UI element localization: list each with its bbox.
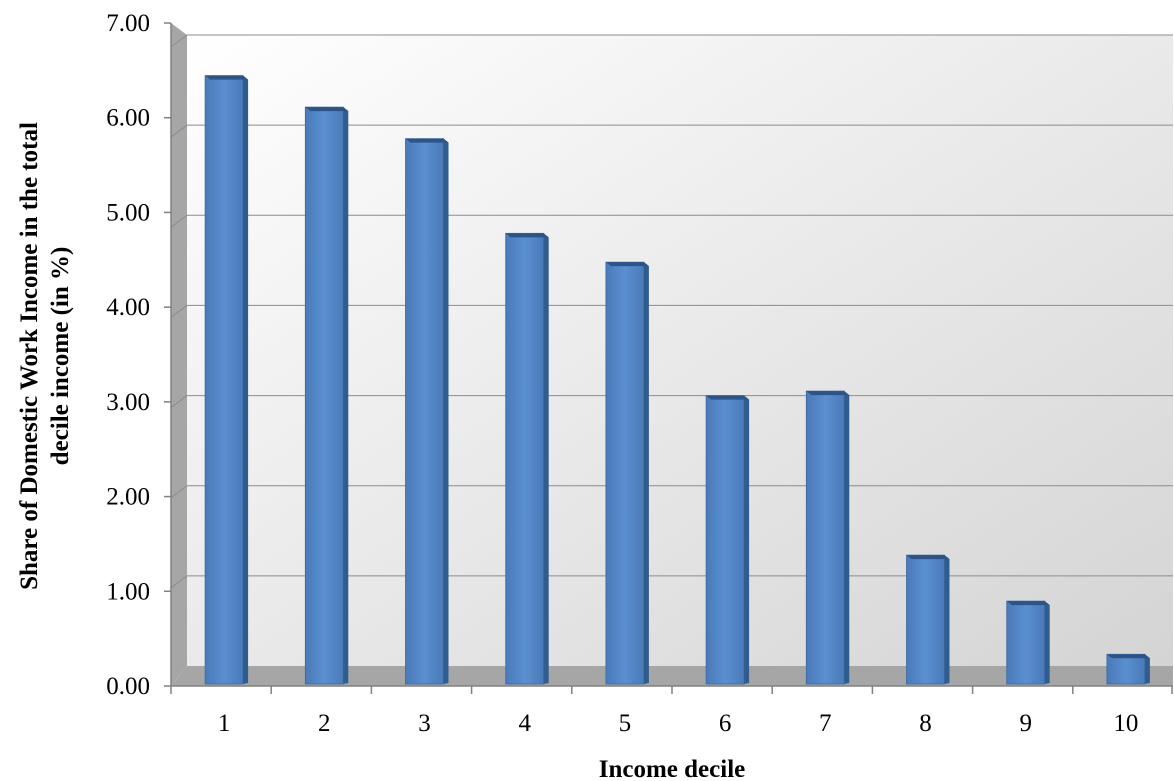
- y-tick-label: 2.00: [106, 484, 150, 511]
- bar-top-2: [305, 107, 349, 112]
- x-tick-label: 4: [518, 710, 531, 737]
- bar-top-8: [906, 555, 950, 560]
- bar-1: [204, 75, 244, 685]
- y-axis-title-line2: decile income (in %): [47, 247, 74, 466]
- y-tick-label: 7.00: [106, 10, 150, 37]
- bar-7: [805, 390, 845, 685]
- x-axis-title: Income decile: [599, 756, 745, 781]
- x-tick-label: 7: [819, 710, 832, 737]
- bar-side-6: [744, 395, 750, 684]
- y-tick-label: 6.00: [106, 105, 150, 132]
- bar-side-1: [243, 75, 249, 685]
- gridline-side: [170, 485, 188, 499]
- bar-top-7: [806, 391, 850, 396]
- bar-side-4: [543, 233, 549, 685]
- x-tick-label: 3: [418, 710, 431, 737]
- y-tick-label: 4.00: [106, 294, 150, 321]
- gridlines: [170, 34, 1173, 589]
- x-tick-label: 2: [318, 710, 331, 737]
- y-tick-label: 5.00: [106, 199, 150, 226]
- x-tick-label: 9: [1019, 710, 1032, 737]
- gridline-side: [170, 34, 188, 48]
- y-axis-title-line1: Share of Domestic Work Income in the tot…: [16, 122, 43, 590]
- bar-top-6: [706, 395, 750, 400]
- bar-8: [906, 554, 945, 685]
- bar-side-3: [443, 138, 449, 684]
- bar-6: [705, 395, 745, 685]
- bar-side-5: [643, 262, 649, 684]
- x-tick-label: 6: [719, 710, 732, 737]
- plot-side-wall: [171, 23, 187, 686]
- y-tick-label: 3.00: [106, 389, 150, 416]
- bar-3: [405, 138, 444, 685]
- bar-10: [1106, 653, 1146, 685]
- bar-top-10: [1106, 654, 1150, 659]
- bar-top-4: [505, 233, 549, 238]
- plot-back-wall: [187, 35, 1173, 666]
- gridline-side: [170, 214, 188, 228]
- x-tick-labels: 1 2 3 4 5 6 7 8 9 10: [170, 686, 1173, 737]
- bars: [204, 75, 1150, 685]
- x-tick-label: 1: [218, 710, 231, 737]
- y-tick-label: 1.00: [106, 578, 150, 605]
- bar-side-2: [343, 107, 349, 685]
- bar-9: [1006, 600, 1046, 685]
- bar-side-10: [1144, 654, 1150, 684]
- y-tick-label: 0.00: [106, 673, 150, 700]
- x-tick-label: 8: [919, 710, 932, 737]
- bar-top-1: [205, 75, 249, 80]
- gridline-side: [170, 575, 188, 589]
- gridline-side: [170, 395, 188, 408]
- bar-side-7: [844, 391, 850, 684]
- gridline-side: [170, 124, 188, 138]
- bar-side-8: [944, 555, 950, 684]
- bar-top-9: [1006, 601, 1050, 606]
- gridline-side: [170, 305, 188, 318]
- bar-side-9: [1044, 601, 1050, 684]
- x-tick-label: 5: [619, 710, 632, 737]
- bar-top-5: [605, 262, 649, 267]
- y-tick-labels: 0.00 1.00 2.00 3.00 4.00 5.00 6.00 7.00: [106, 10, 171, 700]
- bar-2: [304, 106, 344, 685]
- bar-4: [505, 232, 545, 685]
- bar-top-3: [405, 138, 449, 143]
- x-tick-label: 10: [1113, 710, 1138, 737]
- bar-5: [605, 261, 645, 685]
